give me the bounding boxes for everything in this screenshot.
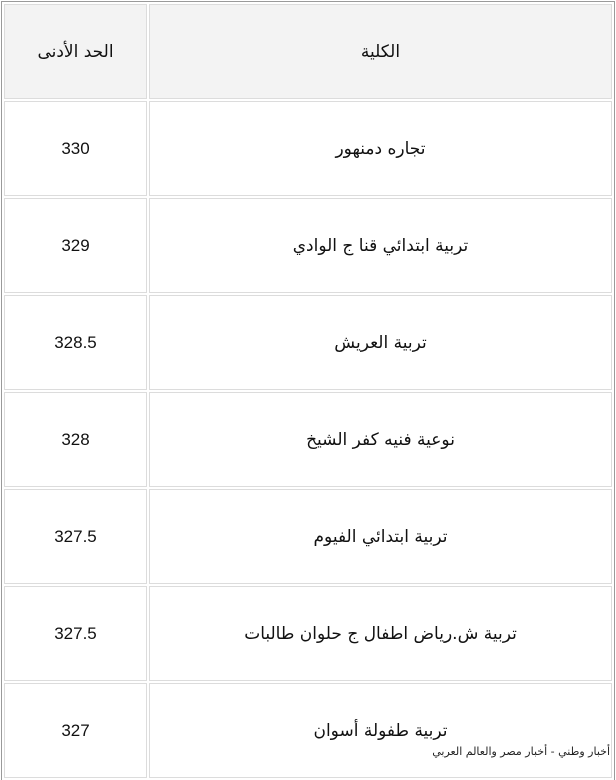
table-row: تربية ش.رياض اطفال ج حلوان طالبات 327.5 (4, 586, 612, 681)
college-cell: تربية العريش (149, 295, 612, 390)
min-score-cell: 327 (4, 683, 147, 778)
table-row: تربية ابتدائي الفيوم 327.5 (4, 489, 612, 584)
table-row: تربية طفولة أسوان 327 (4, 683, 612, 778)
table-header-row: الكلية الحد الأدنى (4, 4, 612, 99)
min-score-cell: 330 (4, 101, 147, 196)
min-score-cell: 327.5 (4, 489, 147, 584)
min-score-cell: 329 (4, 198, 147, 293)
college-cell: تربية طفولة أسوان (149, 683, 612, 778)
header-college: الكلية (149, 4, 612, 99)
table-row: تجاره دمنهور 330 (4, 101, 612, 196)
table-row: تربية العريش 328.5 (4, 295, 612, 390)
college-cell: تجاره دمنهور (149, 101, 612, 196)
college-cell: تربية ابتدائي قنا ج الوادي (149, 198, 612, 293)
watermark: أخبار وطني - أخبار مصر والعالم العربي (432, 745, 610, 758)
college-cell: نوعية فنيه كفر الشيخ (149, 392, 612, 487)
header-min-score: الحد الأدنى (4, 4, 147, 99)
college-cell: تربية ش.رياض اطفال ج حلوان طالبات (149, 586, 612, 681)
table-row: نوعية فنيه كفر الشيخ 328 (4, 392, 612, 487)
college-cell: تربية ابتدائي الفيوم (149, 489, 612, 584)
min-score-cell: 327.5 (4, 586, 147, 681)
min-score-cell: 328.5 (4, 295, 147, 390)
min-score-cell: 328 (4, 392, 147, 487)
table-row: تربية ابتدائي قنا ج الوادي 329 (4, 198, 612, 293)
